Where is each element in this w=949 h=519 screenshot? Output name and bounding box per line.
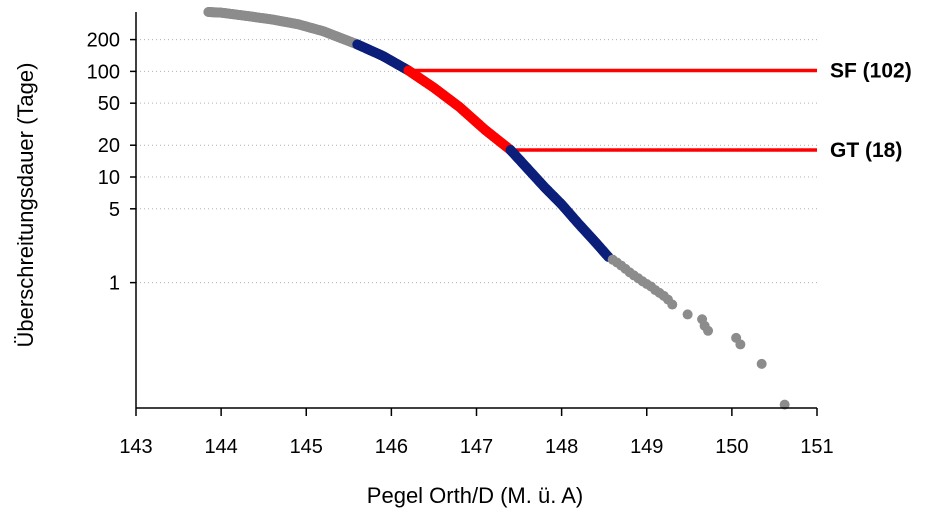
y-tick-label: 50 (98, 93, 120, 115)
x-tick-label: 147 (460, 436, 493, 458)
threshold-lines (412, 68, 817, 152)
y-tick-label: 5 (109, 199, 120, 221)
data-point (779, 399, 790, 410)
x-tick-label: 150 (715, 436, 748, 458)
y-tick-label: 100 (87, 61, 120, 83)
threshold-labels: SF (102) GT (18) (830, 59, 912, 162)
data-point (682, 309, 693, 320)
x-axis-title: Pegel Orth/D (M. ü. A) (367, 483, 583, 508)
x-ticks: 143 144 145 146 147 148 149 150 151 (119, 408, 834, 458)
data-point (667, 299, 678, 310)
x-tick-label: 144 (204, 436, 237, 458)
threshold-label: SF (102) (830, 59, 912, 82)
x-tick-label: 151 (800, 436, 833, 458)
y-axis-title: Überschreitungsdauer (Tage) (13, 63, 38, 348)
y-tick-label: 20 (98, 135, 120, 157)
data-point (735, 339, 746, 350)
threshold-label: GT (18) (830, 139, 902, 162)
y-tick-label: 1 (109, 273, 120, 295)
data-point (703, 325, 714, 336)
x-tick-label: 148 (545, 436, 578, 458)
x-tick-label: 149 (630, 436, 663, 458)
x-tick-label: 146 (375, 436, 408, 458)
data-points (203, 7, 790, 410)
y-tick-label: 10 (98, 167, 120, 189)
x-tick-label: 143 (119, 436, 152, 458)
y-ticks: 1 5 10 20 50 100 200 (87, 30, 136, 295)
y-tick-label: 200 (87, 30, 120, 52)
grid-lines (136, 39, 817, 284)
x-tick-label: 145 (290, 436, 323, 458)
data-point (756, 358, 767, 369)
